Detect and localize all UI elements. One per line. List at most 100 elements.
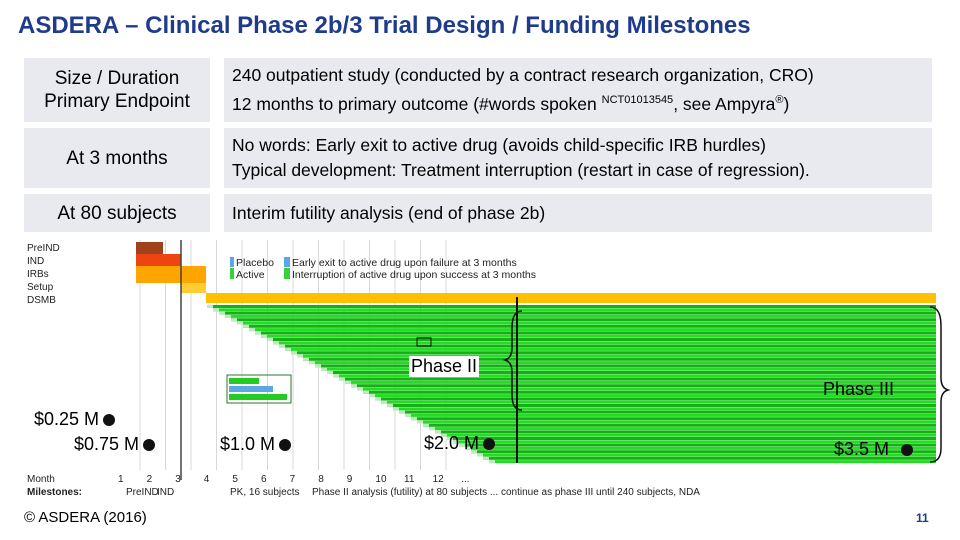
patient-bar <box>405 413 936 417</box>
patient-bar-start <box>255 331 261 335</box>
preind-bar <box>136 242 163 254</box>
row-label-text: At 3 months <box>66 147 168 169</box>
patient-bar <box>429 427 936 431</box>
milestone-dot-icon <box>279 439 292 452</box>
milestone-dot-icon <box>483 438 496 451</box>
patient-bar-start <box>249 328 255 332</box>
patient-bar-start <box>267 338 273 341</box>
patient-bar <box>303 357 936 361</box>
patient-bar <box>309 361 936 365</box>
row-label-3-months: At 3 months <box>24 128 210 188</box>
patient-bar <box>237 321 936 325</box>
row-label-line: Primary Endpoint <box>44 91 190 112</box>
legend-placebo-arm: Placebo <box>236 257 274 269</box>
milestone-phase2-analysis: Phase II analysis (futility) at 80 subje… <box>312 487 700 498</box>
funding-milestone: $3.5 M <box>834 439 914 460</box>
dsmb-bar <box>206 293 936 303</box>
patient-bar <box>387 404 936 407</box>
patient-bar <box>357 387 936 391</box>
patient-bar <box>273 341 936 345</box>
funding-milestone: $0.25 M <box>34 409 116 430</box>
patient-bar-start <box>333 374 339 378</box>
patient-bar-start <box>435 430 441 434</box>
funding-milestone: $0.75 M <box>74 434 156 455</box>
patient-bar-start <box>423 423 429 427</box>
patient-bar-start <box>429 427 435 431</box>
patient-bar-start <box>321 367 327 371</box>
patient-bar-start <box>291 351 297 355</box>
patient-bar <box>471 450 936 454</box>
legend-active-fill <box>284 268 290 279</box>
patient-bar <box>261 334 936 338</box>
phase-label-irbs: IRBs <box>27 269 49 280</box>
patient-bar-start <box>243 324 249 328</box>
row-body-80-subjects: Interim futility analysis (end of phase … <box>224 194 932 232</box>
funding-milestone: $2.0 M <box>424 433 496 454</box>
patient-bar <box>321 367 936 371</box>
row-body-line: Interim futility analysis (end of phase … <box>232 202 546 223</box>
month-tick-label: 4 <box>204 474 210 485</box>
inset-frame <box>226 374 292 404</box>
month-tick-label: 6 <box>261 474 267 485</box>
patient-bar-start <box>327 371 333 374</box>
milestone-preind: PreIND <box>126 487 159 498</box>
copyright-notice: © ASDERA (2016) <box>24 509 147 526</box>
patient-bar-start <box>489 460 495 464</box>
patient-bar-start <box>405 413 411 417</box>
patient-bar <box>231 318 936 322</box>
patient-bar-start <box>309 361 315 365</box>
row-body-text: 12 months to primary outcome (#words spo… <box>232 93 602 114</box>
patient-bar-start <box>399 410 405 414</box>
patient-bar <box>399 410 936 414</box>
patient-bar <box>465 446 936 450</box>
phase-label-dsmb: DSMB <box>27 295 56 306</box>
row-body-line: Typical development: Treatment interrupt… <box>232 160 810 180</box>
funding-milestone: $1.0 M <box>220 434 292 455</box>
row-body-3-months: No words: Early exit to active drug (avo… <box>224 128 932 188</box>
patient-bar-start <box>339 377 345 381</box>
patient-bar <box>453 440 936 444</box>
patient-bar-start <box>261 334 267 338</box>
legend: Placebo Early exit to active drug upon f… <box>230 257 536 281</box>
page-title: ASDERA – Clinical Phase 2b/3 Trial Desig… <box>18 12 751 39</box>
patient-bar <box>279 344 936 348</box>
phase2-marker-box <box>416 337 432 347</box>
phase-label-preind: PreIND <box>27 243 60 254</box>
patient-bar <box>369 394 936 398</box>
patient-bar <box>393 407 936 411</box>
funding-amount: $0.25 M <box>34 409 100 429</box>
patient-bar-start <box>315 364 321 368</box>
row-body-size-duration: 240 outpatient study (conducted by a con… <box>224 58 932 122</box>
row-body-line: No words: Early exit to active drug (avo… <box>232 135 766 155</box>
patient-bar-start <box>387 404 393 407</box>
patient-bar-start <box>447 437 453 440</box>
patient-bar-start <box>279 344 285 348</box>
patient-bar <box>255 331 936 335</box>
month-tick-label: 1 <box>118 474 124 485</box>
registered-mark: ® <box>775 94 784 107</box>
mini-inset <box>226 374 292 404</box>
patient-bar-start <box>411 417 417 421</box>
milestone-dot-icon <box>143 439 156 452</box>
month-tick-label: 12 <box>433 474 445 485</box>
row-label-text: At 80 subjects <box>57 202 177 224</box>
patient-bar-start <box>285 347 291 351</box>
phase-label-setup: Setup <box>27 282 54 293</box>
patient-bar-start <box>345 380 351 384</box>
patient-bar <box>243 324 936 328</box>
patient-bar-start <box>219 311 225 315</box>
month-tick-label: 8 <box>318 474 324 485</box>
row-body-line: 12 months to primary outcome (#words spo… <box>232 88 932 117</box>
patient-bar <box>351 384 936 388</box>
patient-bar <box>423 423 936 427</box>
patient-bar <box>339 377 936 381</box>
patient-enrollment-staircase <box>207 305 936 464</box>
legend-placebo-text: Early exit to active drug upon failure a… <box>292 257 517 269</box>
row-label-size-duration: Size / Duration Primary Endpoint <box>24 58 210 122</box>
milestone-pk: PK, 16 subjects <box>230 487 299 498</box>
patient-bar <box>417 420 936 424</box>
patient-bar-start <box>381 400 387 404</box>
patient-bar-start <box>273 341 279 345</box>
month-tick-label: 2 <box>147 474 153 485</box>
phase-label-ind: IND <box>27 256 44 267</box>
